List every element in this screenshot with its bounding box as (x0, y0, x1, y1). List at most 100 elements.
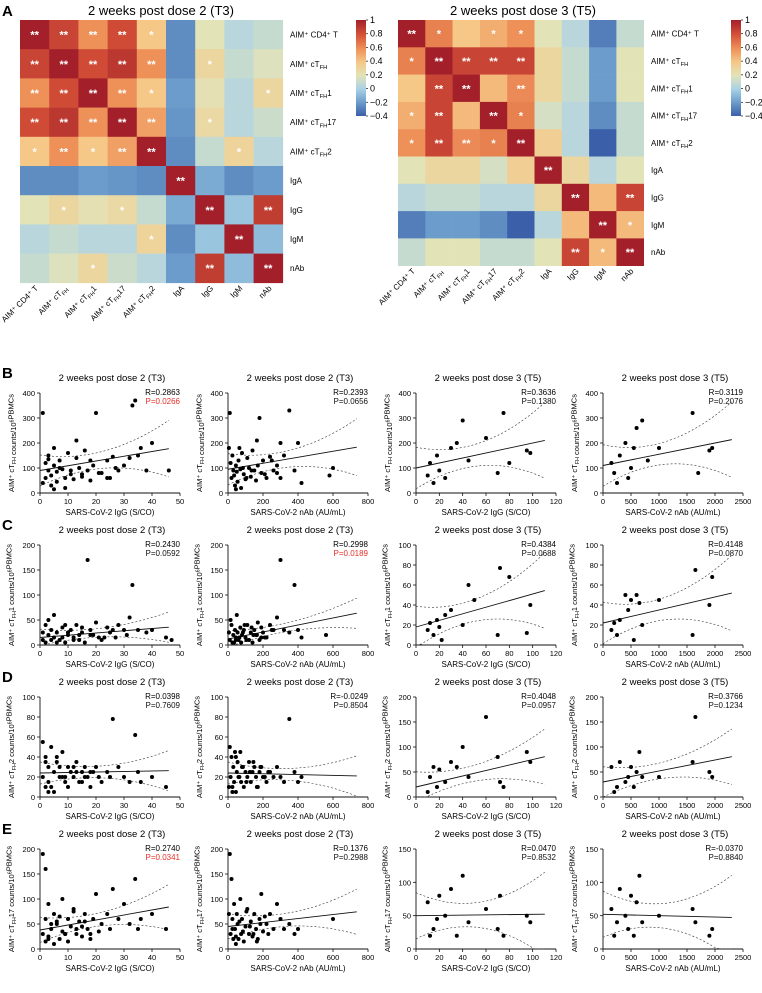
data-point (113, 635, 118, 640)
confidence-band-lower (602, 463, 732, 487)
data-point (80, 934, 84, 939)
significance-marker: ** (462, 56, 471, 68)
data-point (501, 411, 506, 415)
data-point (236, 937, 241, 941)
heatmap-cell (561, 101, 590, 130)
data-point (230, 927, 235, 931)
x-tick-label: 0 (38, 649, 42, 658)
data-point (110, 717, 115, 721)
data-point (169, 638, 174, 642)
x-tick-label: 2500 (735, 497, 752, 506)
y-tick-label: 0 (407, 489, 411, 498)
data-point (645, 458, 650, 463)
x-tick-label: 40 (458, 649, 466, 658)
data-point (282, 780, 286, 784)
heatmap-row-label: AIM⁺ cTFH2 (290, 147, 332, 158)
x-tick-label: 1500 (679, 953, 696, 962)
data-point (629, 598, 633, 602)
heatmap-cell (507, 183, 535, 212)
heatmap-cell (589, 211, 617, 239)
correlation-p: P=0.2076 (709, 397, 744, 406)
significance-marker: * (491, 29, 496, 41)
x-tick-label: 30 (120, 953, 128, 962)
x-tick-label: 100 (526, 953, 539, 962)
significance-marker: ** (30, 117, 39, 129)
correlation-r: R=0.2393 (333, 388, 368, 397)
data-point (68, 924, 73, 929)
heatmap-cell (136, 166, 167, 196)
data-point (637, 750, 642, 754)
confidence-band-upper (602, 401, 732, 448)
data-point (296, 780, 300, 784)
heatmap-row-label: AIM⁺ cTFH1 (651, 84, 693, 95)
data-point (460, 418, 465, 423)
data-point (240, 451, 244, 455)
data-point (707, 933, 712, 938)
colorbar-tick-label: 0.8 (370, 29, 383, 39)
confidence-band-upper (415, 552, 546, 608)
data-point (108, 927, 112, 931)
heatmap-cell (195, 166, 225, 196)
y-axis-label: AIM⁺ cTFH1 counts/106PBMCs (192, 544, 206, 646)
y-tick-label: 0 (219, 793, 223, 802)
y-tick-label: 200 (585, 439, 598, 448)
data-point (57, 765, 62, 769)
correlation-r: R=0.4048 (521, 692, 556, 701)
data-point (105, 625, 110, 630)
data-point (240, 929, 245, 934)
y-axis-label: AIM⁺ cTFH1 counts/106PBMCs (4, 544, 18, 646)
significance-marker: ** (435, 83, 444, 95)
data-point (250, 640, 255, 645)
heatmap-cell (589, 238, 617, 266)
x-tick-label: 0 (38, 801, 42, 810)
y-axis-label: AIM⁺ cTFH1 counts/106PBMCs (380, 544, 394, 646)
data-point (71, 477, 76, 482)
heatmap-cell (49, 166, 79, 196)
significance-marker: ** (206, 263, 215, 275)
data-point (71, 765, 76, 769)
data-point (227, 411, 232, 415)
heatmap-cell (78, 224, 108, 254)
significance-marker: ** (30, 59, 39, 71)
heatmap-cell (20, 224, 50, 254)
heatmap-cell (589, 129, 617, 157)
heatmap-cell (589, 183, 617, 212)
x-axis-label: SARS-CoV-2 nAb (AU/mL) (250, 660, 345, 669)
heatmap-cell (534, 156, 563, 185)
data-point (296, 628, 300, 632)
data-point (435, 453, 439, 458)
heatmap-cell (253, 195, 284, 225)
y-tick-label: 100 (398, 878, 411, 887)
confidence-band-upper (227, 418, 357, 456)
correlation-p: P=0.0189 (334, 549, 369, 558)
significance-marker: * (149, 88, 154, 100)
colorbar-tick-label: −0.2 (745, 97, 762, 107)
data-point (82, 775, 87, 779)
data-point (40, 932, 45, 936)
y-tick-label: 0 (31, 641, 35, 650)
x-tick-label: 500 (625, 801, 638, 810)
y-tick-label: 80 (215, 713, 223, 722)
heatmap-cell (224, 253, 254, 284)
data-point (454, 765, 459, 769)
x-tick-label: 1500 (679, 649, 696, 658)
heatmap-cell (479, 20, 508, 48)
data-point (233, 463, 238, 468)
data-point (690, 907, 695, 911)
data-point (425, 900, 430, 905)
data-point (230, 790, 235, 794)
heatmap-cell (195, 253, 225, 284)
data-point (96, 929, 101, 934)
significance-marker: ** (544, 165, 553, 177)
significance-marker: ** (118, 88, 127, 100)
heatmap-cell (479, 156, 508, 185)
x-tick-label: 800 (362, 649, 375, 658)
heatmap-cell (616, 47, 644, 75)
data-point (247, 770, 252, 774)
data-point (94, 892, 98, 896)
x-tick-label: 60 (482, 497, 490, 506)
significance-marker: * (237, 146, 242, 158)
data-point (57, 775, 62, 779)
y-tick-label: 0 (594, 641, 598, 650)
heatmap-cell (136, 49, 167, 79)
